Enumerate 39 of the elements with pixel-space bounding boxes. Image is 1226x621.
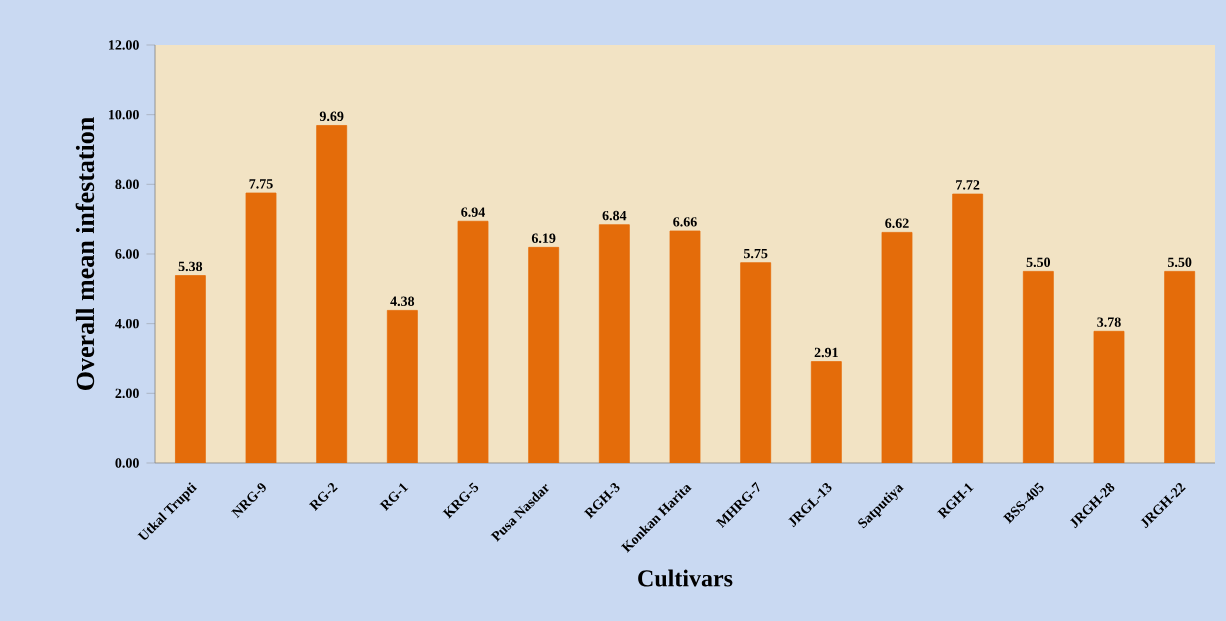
bar xyxy=(881,231,913,463)
data-label: 9.69 xyxy=(319,111,344,122)
data-label: 6.62 xyxy=(885,218,909,228)
bar xyxy=(740,262,772,463)
data-label: 6.19 xyxy=(531,233,556,243)
data-label: 5.50 xyxy=(1026,257,1051,267)
y-tick-label: 2.00 xyxy=(115,388,139,399)
bar xyxy=(1022,271,1054,463)
bar xyxy=(952,193,984,463)
bar xyxy=(386,310,418,463)
bar xyxy=(669,230,701,463)
bar xyxy=(1093,330,1125,463)
y-tick-label: 12.00 xyxy=(109,40,139,50)
bar xyxy=(316,125,348,463)
bar xyxy=(245,192,277,463)
data-label: 7.75 xyxy=(249,179,273,189)
data-label: 6.84 xyxy=(602,210,627,221)
bar xyxy=(810,361,842,463)
bar xyxy=(174,275,206,463)
data-label: 7.72 xyxy=(956,180,980,190)
y-tick-label: 8.00 xyxy=(115,179,139,190)
data-label: 5.38 xyxy=(178,261,203,272)
bar xyxy=(598,224,630,463)
bar xyxy=(528,246,560,463)
y-tick-label: 6.00 xyxy=(115,249,139,259)
y-tick-label: 10.00 xyxy=(109,109,139,120)
data-label: 2.91 xyxy=(814,347,838,358)
data-label: 6.66 xyxy=(673,217,697,227)
data-label: 5.50 xyxy=(1167,257,1192,267)
data-label: 3.78 xyxy=(1097,317,1121,327)
bar xyxy=(1164,271,1196,463)
data-label: 4.38 xyxy=(390,296,415,307)
data-label: 5.75 xyxy=(743,248,768,259)
y-tick-label: 0.00 xyxy=(115,458,139,468)
x-axis-title: Cultivars xyxy=(638,569,733,587)
y-tick-label: 4.00 xyxy=(115,318,139,329)
data-label: 6.94 xyxy=(461,207,485,217)
bar xyxy=(457,220,489,463)
y-axis-title: Overall mean infestation xyxy=(75,117,95,390)
